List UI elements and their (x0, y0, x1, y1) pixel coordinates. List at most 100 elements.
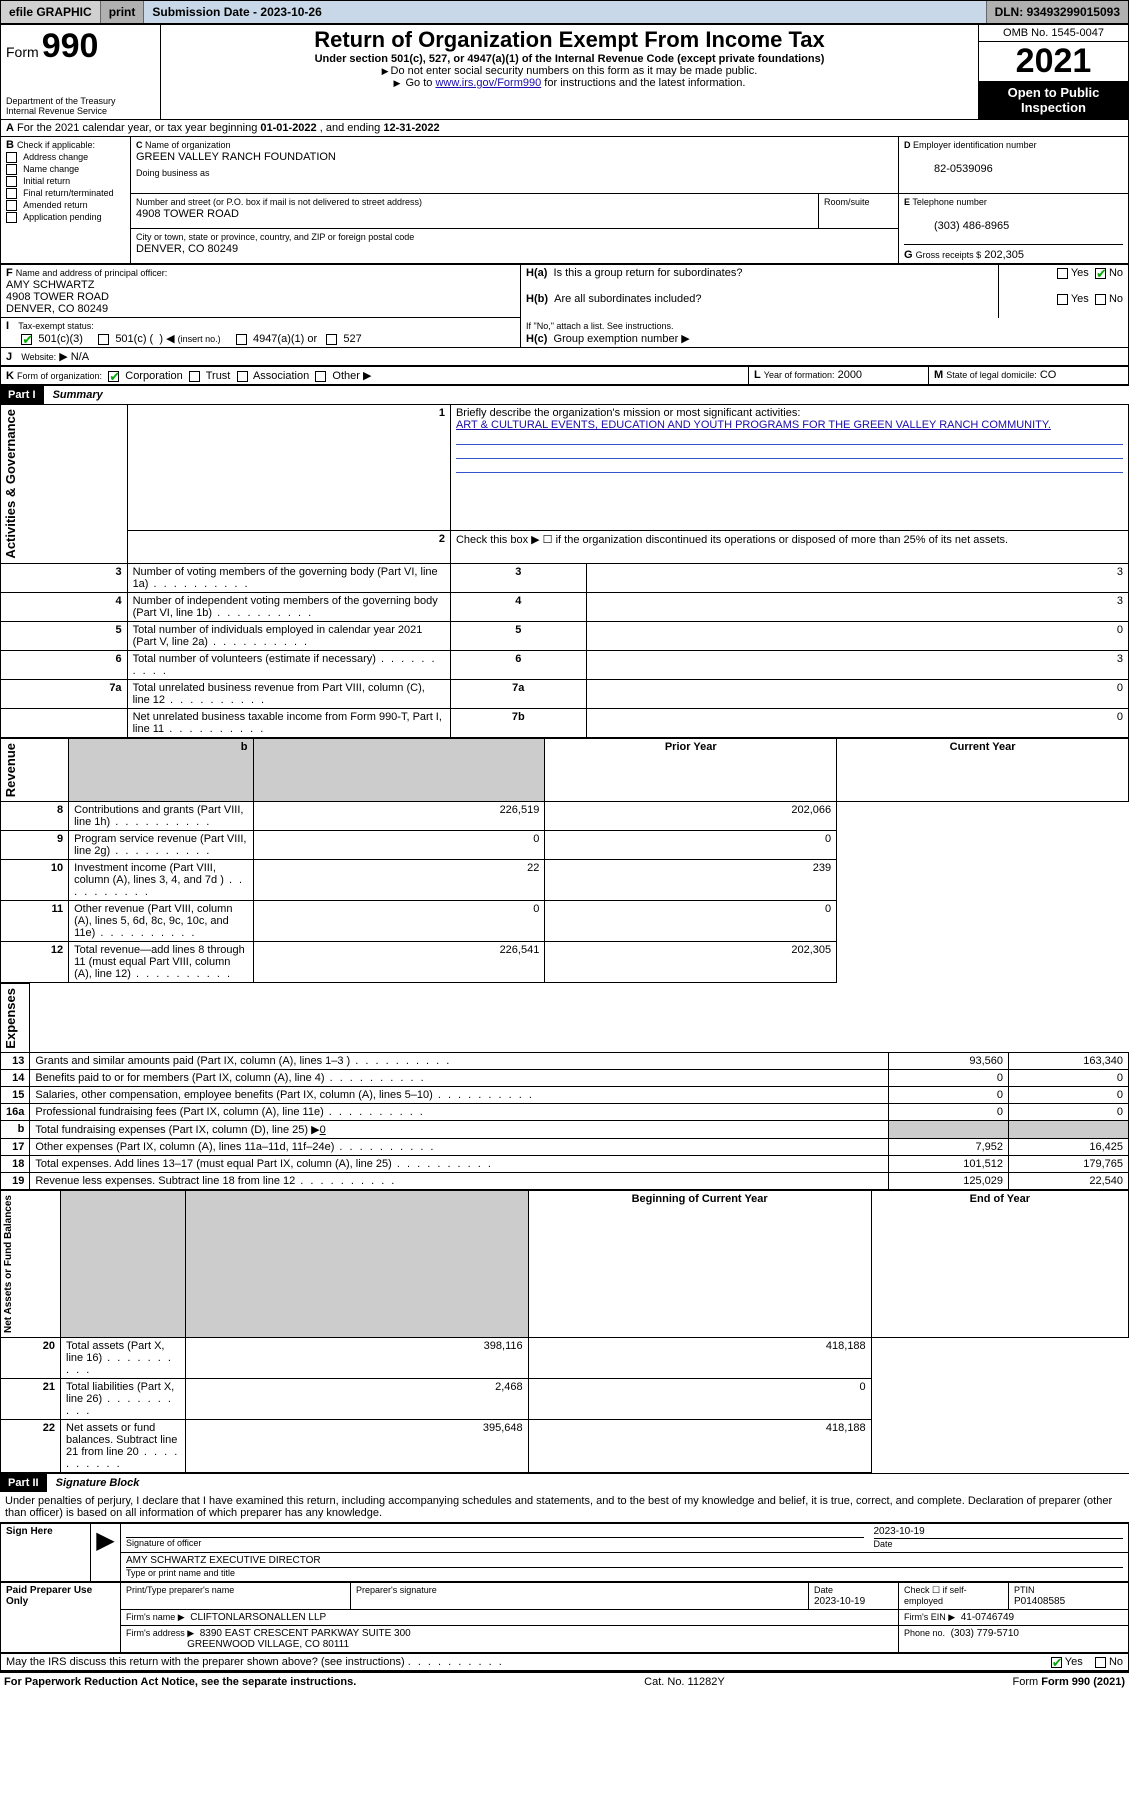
line-desc: Total revenue—add lines 8 through 11 (mu… (74, 944, 245, 980)
discuss-yes: Yes (1065, 1656, 1083, 1668)
print-button[interactable]: print (101, 1, 145, 23)
side-expenses: Expenses (1, 984, 20, 1053)
room-label: Room/suite (824, 197, 870, 207)
firm-name-label: Firm's name ▶ (126, 1612, 185, 1622)
discuss-no-checkbox[interactable] (1095, 1657, 1106, 1668)
line-desc: Salaries, other compensation, employee b… (35, 1089, 534, 1101)
sign-here-label: Sign Here (1, 1524, 91, 1582)
pp-sig-label: Preparer's signature (356, 1585, 437, 1595)
current-year-value: 202,066 (545, 801, 837, 830)
k-label: Form of organization: (17, 371, 102, 381)
firm-phone-value: (303) 779-5710 (951, 1628, 1019, 1639)
sig-date-label: Date (874, 1539, 893, 1549)
k-other: Other (332, 370, 360, 382)
i-4947-checkbox[interactable] (236, 334, 247, 345)
prior-year-value: 93,560 (889, 1053, 1009, 1070)
k-assoc-checkbox[interactable] (237, 371, 248, 382)
prior-year-value: 125,029 (889, 1173, 1009, 1190)
firm-addr1: 8390 EAST CRESCENT PARKWAY SUITE 300 (200, 1628, 411, 1639)
discuss-row: May the IRS discuss this return with the… (0, 1653, 1129, 1671)
gross-receipts: 202,305 (984, 249, 1024, 261)
hb-label: Are all subordinates included? (554, 293, 701, 305)
discuss-yes-checkbox[interactable] (1051, 1657, 1062, 1668)
discuss-label: May the IRS discuss this return with the… (6, 1656, 405, 1668)
prior-year-value: 7,952 (889, 1139, 1009, 1156)
current-year-value: 0 (545, 830, 837, 859)
officer-block: F Name and address of principal officer:… (0, 264, 1129, 366)
i-501c3-checkbox[interactable] (21, 334, 32, 345)
b-opt-checkbox[interactable] (6, 200, 17, 211)
side-netassets: Net Assets or Fund Balances (1, 1191, 16, 1337)
b-opt-checkbox[interactable] (6, 164, 17, 175)
b-label: Check if applicable: (17, 140, 95, 150)
i-527-checkbox[interactable] (326, 334, 337, 345)
prior-year-value: 0 (889, 1104, 1009, 1121)
part1-title: Summary (47, 387, 109, 403)
page-footer: For Paperwork Reduction Act Notice, see … (0, 1673, 1129, 1691)
hb-note: If "No," attach a list. See instructions… (526, 321, 673, 331)
line-value: 3 (586, 592, 1128, 621)
current-year-value: 16,425 (1009, 1139, 1129, 1156)
part1-badge: Part I (0, 386, 44, 404)
b-opt-checkbox[interactable] (6, 188, 17, 199)
tax-year-begin: 01-01-2022 (260, 122, 316, 134)
fundraising-total: 0 (320, 1124, 326, 1136)
dln-value: 93493299015093 (1027, 5, 1120, 19)
k-trust-checkbox[interactable] (189, 371, 200, 382)
ha-no-checkbox[interactable] (1095, 268, 1106, 279)
hc-label: Group exemption number (554, 333, 679, 345)
line-a: A For the 2021 calendar year, or tax yea… (0, 120, 1129, 136)
street-label: Number and street (or P.O. box if mail i… (136, 197, 422, 207)
line-desc: Professional fundraising fees (Part IX, … (35, 1106, 425, 1118)
current-year-value: 0 (1009, 1070, 1129, 1087)
open-public: Open to Public Inspection (979, 81, 1128, 119)
firm-addr-label: Firm's address ▶ (126, 1628, 194, 1638)
line-desc: Number of independent voting members of … (133, 595, 438, 619)
b-opt-checkbox[interactable] (6, 176, 17, 187)
g-label: Gross receipts $ (916, 250, 982, 260)
footer-pra: For Paperwork Reduction Act Notice, see … (4, 1676, 356, 1688)
line-a-pre: For the 2021 calendar year, or tax year … (17, 122, 260, 134)
dln-label: DLN: (995, 5, 1027, 19)
b-opt-label: Amended return (23, 200, 88, 210)
form-number: 990 (42, 27, 99, 65)
line-desc: Total liabilities (Part X, line 26) (66, 1381, 174, 1417)
b-opt-checkbox[interactable] (6, 152, 17, 163)
firm-phone-label: Phone no. (904, 1628, 945, 1638)
line-value: 0 (586, 679, 1128, 708)
boy-value: 398,116 (185, 1338, 528, 1379)
dln: DLN: 93493299015093 (987, 1, 1128, 23)
line-value: 0 (586, 708, 1128, 737)
efile-button[interactable]: efile GRAPHIC (1, 1, 101, 23)
k-corp-checkbox[interactable] (108, 371, 119, 382)
i-label: Tax-exempt status: (18, 321, 94, 331)
tax-year: 2021 (979, 42, 1128, 81)
k-corp: Corporation (125, 370, 182, 382)
entity-block: B Check if applicable: Address change Na… (0, 136, 1129, 264)
l-label: Year of formation: (764, 370, 835, 380)
officer-city: DENVER, CO 80249 (6, 303, 108, 315)
line-value: 0 (586, 621, 1128, 650)
hb-yes: Yes (1071, 293, 1089, 305)
b-opt-label: Name change (23, 164, 79, 174)
paid-preparer-label: Paid Preparer Use Only (1, 1583, 121, 1653)
form990-link[interactable]: www.irs.gov/Form990 (435, 77, 541, 89)
footer-form: Form 990 (2021) (1041, 1676, 1125, 1688)
hb-yes-checkbox[interactable] (1057, 294, 1068, 305)
omb-number: OMB No. 1545-0047 (979, 25, 1129, 42)
i-4947: 4947(a)(1) or (253, 333, 317, 345)
ha-yes-checkbox[interactable] (1057, 268, 1068, 279)
dept-treasury: Department of the Treasury (6, 96, 155, 106)
subdate-value: 2023-10-26 (260, 5, 321, 19)
mission-link[interactable]: ART & CULTURAL EVENTS, EDUCATION AND YOU… (456, 419, 1051, 431)
line-desc: Revenue less expenses. Subtract line 18 … (35, 1175, 396, 1187)
b-opt-checkbox[interactable] (6, 212, 17, 223)
j-label: Website: (21, 352, 56, 362)
officer-title-label: Type or print name and title (126, 1568, 235, 1578)
i-501c-checkbox[interactable] (98, 334, 109, 345)
k-other-checkbox[interactable] (315, 371, 326, 382)
klm-block: K Form of organization: Corporation Trus… (0, 366, 1129, 385)
boy-value: 395,648 (185, 1420, 528, 1473)
ein-value: 82-0539096 (904, 163, 993, 175)
hb-no-checkbox[interactable] (1095, 294, 1106, 305)
